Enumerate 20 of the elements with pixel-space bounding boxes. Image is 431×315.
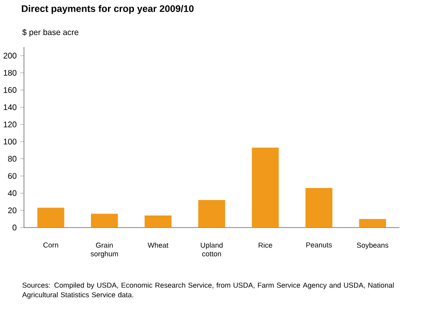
y-axis-title: $ per base acre <box>22 29 78 37</box>
y-tick-label: 200 <box>4 52 16 59</box>
bar <box>305 188 332 228</box>
bar <box>144 216 172 228</box>
chart-title: Direct payments for crop year 2009/10 <box>22 5 194 14</box>
y-tick-label: 100 <box>4 138 16 144</box>
y-tick-label: 160 <box>4 87 16 93</box>
bar <box>359 218 386 228</box>
y-tick-label: 120 <box>4 122 16 128</box>
y-tick-label: 0 <box>12 224 16 230</box>
bar <box>37 208 64 228</box>
bar <box>252 148 279 228</box>
bar <box>198 200 226 228</box>
y-tick-label: 140 <box>4 104 16 110</box>
y-tick-label: 60 <box>8 173 16 179</box>
y-tick-label: 180 <box>4 70 16 76</box>
y-tick-label: 40 <box>8 190 16 196</box>
bar <box>90 214 118 228</box>
y-tick-label: 80 <box>8 156 16 162</box>
y-tick-label: 20 <box>8 208 16 214</box>
